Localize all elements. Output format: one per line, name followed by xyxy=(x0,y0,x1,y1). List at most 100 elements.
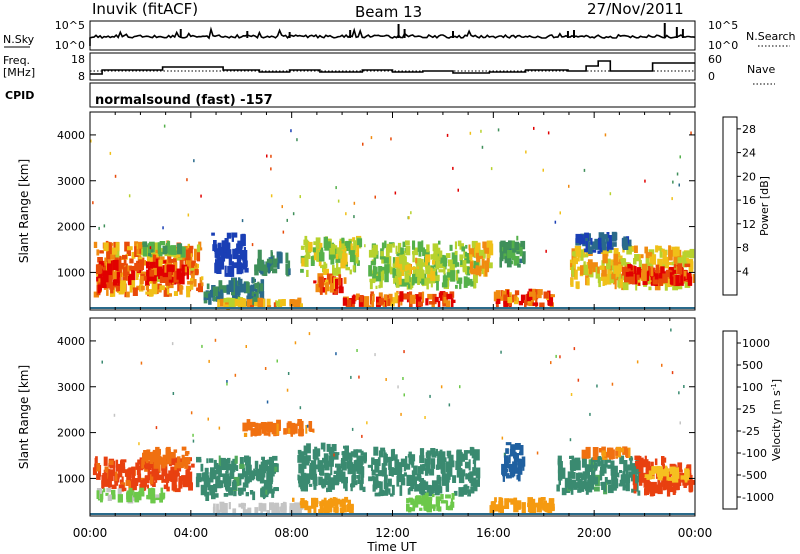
data-cell xyxy=(282,230,285,234)
data-cell xyxy=(434,480,441,485)
data-cell xyxy=(445,461,450,473)
cpid-label: CPID xyxy=(5,89,34,102)
data-cell xyxy=(174,488,181,493)
data-cell xyxy=(578,478,583,488)
data-cell xyxy=(380,271,385,281)
data-cell xyxy=(232,292,238,302)
data-cell xyxy=(469,261,474,273)
data-cell xyxy=(377,470,384,477)
data-cell xyxy=(613,248,619,255)
data-cell xyxy=(431,302,435,308)
data-cell xyxy=(390,449,394,459)
data-cell xyxy=(659,466,663,475)
data-cell xyxy=(266,472,271,481)
data-cell xyxy=(570,263,573,268)
data-cell xyxy=(471,240,478,248)
data-cell xyxy=(417,466,423,474)
data-cell xyxy=(626,245,632,255)
data-cell xyxy=(106,276,111,289)
data-cell xyxy=(96,490,100,499)
data-cell xyxy=(570,393,573,396)
data-cell xyxy=(232,479,236,489)
data-cell xyxy=(150,474,154,485)
data-cell xyxy=(271,469,276,474)
data-cell xyxy=(411,480,416,485)
data-cell xyxy=(199,459,202,463)
data-cell xyxy=(346,503,349,512)
data-cell xyxy=(345,267,350,271)
data-cell xyxy=(260,422,266,428)
data-cell xyxy=(408,497,413,503)
data-cell xyxy=(429,394,431,398)
data-cell xyxy=(409,294,416,304)
data-cell xyxy=(245,345,247,348)
data-cell xyxy=(260,504,263,515)
data-cell xyxy=(383,294,388,301)
data-cell xyxy=(436,474,441,483)
data-cell xyxy=(437,486,443,494)
data-cell xyxy=(600,464,605,468)
data-cell xyxy=(109,282,115,290)
data-cell xyxy=(370,136,373,140)
data-cell xyxy=(604,451,610,458)
data-cell xyxy=(145,285,149,291)
data-cell xyxy=(408,487,414,492)
data-cell xyxy=(240,238,243,249)
data-cell xyxy=(455,284,458,289)
data-cell xyxy=(213,469,217,480)
data-cell xyxy=(111,484,117,489)
data-cell xyxy=(684,472,688,483)
data-cell xyxy=(589,468,592,472)
data-cell xyxy=(111,247,118,255)
data-cell xyxy=(458,468,462,474)
data-cell xyxy=(443,296,447,304)
data-cell xyxy=(267,264,271,274)
nsky-tick-bottom: 10^0 xyxy=(55,39,85,52)
data-cell xyxy=(282,501,286,513)
data-cell xyxy=(285,252,289,263)
nsky-tick-top: 10^5 xyxy=(55,19,85,32)
data-cell xyxy=(188,471,193,484)
data-cell xyxy=(397,385,399,389)
data-cell xyxy=(662,473,667,477)
data-cell xyxy=(120,272,126,277)
data-cell xyxy=(493,504,499,512)
data-cell xyxy=(465,473,468,478)
data-cell xyxy=(319,467,325,476)
data-cell xyxy=(430,283,433,288)
data-cell xyxy=(673,269,678,274)
data-cell xyxy=(369,279,373,290)
data-cell xyxy=(459,452,463,461)
data-cell xyxy=(257,475,261,482)
data-cell xyxy=(495,295,501,304)
data-cell xyxy=(244,455,250,463)
data-cell xyxy=(456,450,459,462)
data-cell xyxy=(108,469,114,482)
data-cell xyxy=(145,291,151,295)
data-cell xyxy=(433,504,436,512)
data-cell xyxy=(343,245,347,252)
data-cell xyxy=(408,216,410,220)
data-cell xyxy=(570,483,574,495)
data-cell xyxy=(634,266,637,276)
data-cell xyxy=(464,461,470,469)
data-cell xyxy=(397,298,401,308)
data-cell xyxy=(131,480,137,491)
y-tick-label: 1000 xyxy=(57,266,85,279)
data-cell xyxy=(132,287,138,296)
data-cell xyxy=(577,256,580,262)
data-cell xyxy=(671,371,674,375)
freq-trace xyxy=(90,60,695,75)
data-cell xyxy=(332,265,335,276)
data-cell xyxy=(419,507,423,511)
data-cell xyxy=(117,494,123,503)
data-cell xyxy=(598,277,601,288)
data-cell xyxy=(514,290,520,296)
data-cell xyxy=(461,246,466,252)
y-tick-label: 4000 xyxy=(57,335,85,348)
data-cell xyxy=(458,487,463,497)
data-cell xyxy=(104,257,107,264)
data-cell xyxy=(339,507,343,511)
data-cell xyxy=(116,259,119,271)
